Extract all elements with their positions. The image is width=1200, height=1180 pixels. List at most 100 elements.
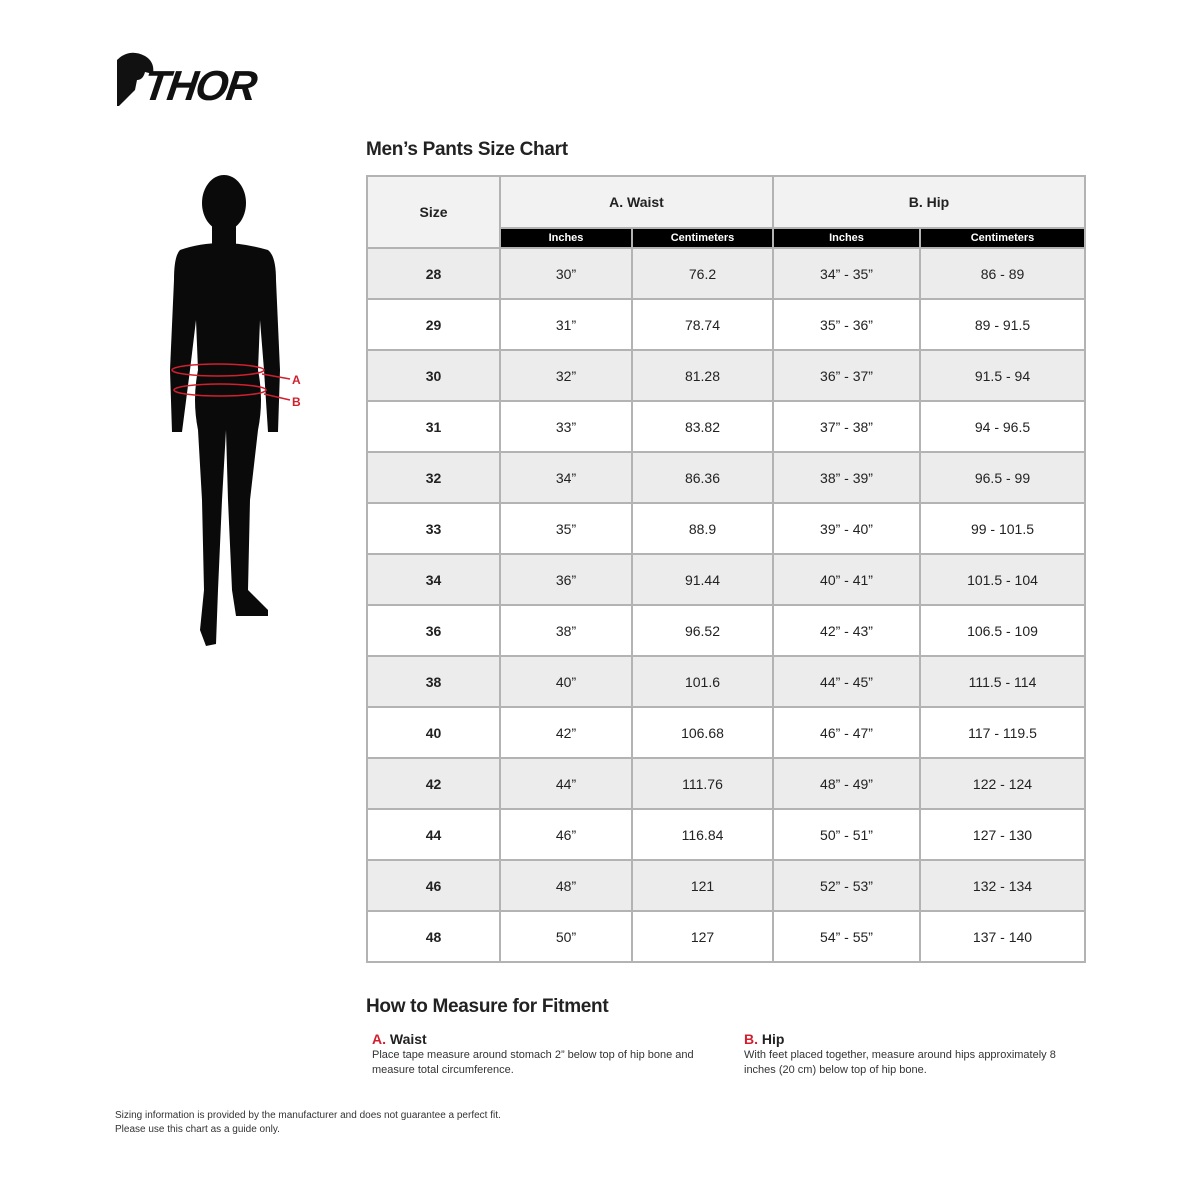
hip-inches-cell: 40” - 41” (772, 553, 921, 606)
waist-inches-cell: 40” (499, 655, 633, 708)
hip-inches-cell: 38” - 39” (772, 451, 921, 504)
waist-cm-cell: 83.82 (631, 400, 774, 453)
header-waist-cm: Centimeters (631, 228, 774, 249)
table-row: 36 38” 96.52 42” - 43” 106.5 - 109 (366, 604, 1086, 657)
header-waist: A. Waist (499, 175, 774, 229)
waist-instructions: A. Waist Place tape measure around stoma… (372, 1032, 712, 1078)
size-cell: 33 (366, 502, 501, 555)
waist-inches-cell: 36” (499, 553, 633, 606)
header-hip-cm: Centimeters (919, 228, 1086, 249)
waist-inches-cell: 32” (499, 349, 633, 402)
disclaimer: Sizing information is provided by the ma… (115, 1109, 501, 1137)
waist-cm-cell: 116.84 (631, 808, 774, 861)
chart-title: Men’s Pants Size Chart (366, 139, 568, 160)
hip-cm-cell: 96.5 - 99 (919, 451, 1086, 504)
table-row: 42 44” 111.76 48” - 49” 122 - 124 (366, 757, 1086, 810)
waist-label: Waist (389, 1031, 427, 1047)
body-silhouette-figure: A B (140, 170, 320, 655)
waist-cm-cell: 76.2 (631, 247, 774, 300)
table-row: 28 30” 76.2 34” - 35” 86 - 89 (366, 247, 1086, 300)
hip-inches-cell: 46” - 47” (772, 706, 921, 759)
waist-inches-cell: 30” (499, 247, 633, 300)
hip-inches-cell: 52” - 53” (772, 859, 921, 912)
header-hip: B. Hip (772, 175, 1086, 229)
hip-instructions: B. Hip With feet placed together, measur… (744, 1032, 1074, 1078)
waist-inches-cell: 42” (499, 706, 633, 759)
hip-inches-cell: 42” - 43” (772, 604, 921, 657)
marker-b: B (292, 395, 301, 409)
size-cell: 44 (366, 808, 501, 861)
hip-cm-cell: 137 - 140 (919, 910, 1086, 963)
hip-cm-cell: 89 - 91.5 (919, 298, 1086, 351)
waist-cm-cell: 78.74 (631, 298, 774, 351)
size-cell: 48 (366, 910, 501, 963)
svg-text:THOR: THOR (141, 62, 261, 108)
waist-cm-cell: 127 (631, 910, 774, 963)
hip-cm-cell: 106.5 - 109 (919, 604, 1086, 657)
size-cell: 29 (366, 298, 501, 351)
disclaimer-line-2: Please use this chart as a guide only. (115, 1124, 280, 1135)
marker-a: A (292, 373, 301, 387)
size-cell: 38 (366, 655, 501, 708)
table-row: 30 32” 81.28 36” - 37” 91.5 - 94 (366, 349, 1086, 402)
hip-cm-cell: 94 - 96.5 (919, 400, 1086, 453)
hip-inches-cell: 35” - 36” (772, 298, 921, 351)
waist-cm-cell: 86.36 (631, 451, 774, 504)
waist-cm-cell: 121 (631, 859, 774, 912)
size-cell: 34 (366, 553, 501, 606)
waist-cm-cell: 88.9 (631, 502, 774, 555)
table-row: 48 50” 127 54” - 55” 137 - 140 (366, 910, 1086, 963)
hip-inches-cell: 37” - 38” (772, 400, 921, 453)
hip-inches-cell: 34” - 35” (772, 247, 921, 300)
size-table: Size A. Waist B. Hip Inches Centimeters … (366, 175, 1086, 963)
disclaimer-line-1: Sizing information is provided by the ma… (115, 1110, 501, 1121)
size-cell: 46 (366, 859, 501, 912)
waist-text: Place tape measure around stomach 2” bel… (372, 1049, 694, 1076)
hip-label: Hip (761, 1031, 785, 1047)
table-row: 29 31” 78.74 35” - 36” 89 - 91.5 (366, 298, 1086, 351)
waist-inches-cell: 34” (499, 451, 633, 504)
waist-inches-cell: 48” (499, 859, 633, 912)
waist-cm-cell: 111.76 (631, 757, 774, 810)
size-cell: 40 (366, 706, 501, 759)
hip-inches-cell: 44” - 45” (772, 655, 921, 708)
table-row: 44 46” 116.84 50” - 51” 127 - 130 (366, 808, 1086, 861)
table-row: 34 36” 91.44 40” - 41” 101.5 - 104 (366, 553, 1086, 606)
waist-inches-cell: 35” (499, 502, 633, 555)
waist-inches-cell: 44” (499, 757, 633, 810)
table-row: 38 40” 101.6 44” - 45” 111.5 - 114 (366, 655, 1086, 708)
header-size: Size (366, 175, 501, 249)
waist-cm-cell: 81.28 (631, 349, 774, 402)
size-cell: 42 (366, 757, 501, 810)
hip-cm-cell: 111.5 - 114 (919, 655, 1086, 708)
waist-inches-cell: 50” (499, 910, 633, 963)
measure-title: How to Measure for Fitment (366, 996, 609, 1017)
hip-inches-cell: 50” - 51” (772, 808, 921, 861)
hip-cm-cell: 99 - 101.5 (919, 502, 1086, 555)
waist-cm-cell: 91.44 (631, 553, 774, 606)
hip-cm-cell: 122 - 124 (919, 757, 1086, 810)
thor-logo: THOR (115, 50, 290, 113)
size-cell: 28 (366, 247, 501, 300)
table-row: 40 42” 106.68 46” - 47” 117 - 119.5 (366, 706, 1086, 759)
size-cell: 31 (366, 400, 501, 453)
hip-cm-cell: 91.5 - 94 (919, 349, 1086, 402)
waist-letter: A. (372, 1031, 386, 1047)
hip-inches-cell: 54” - 55” (772, 910, 921, 963)
hip-cm-cell: 86 - 89 (919, 247, 1086, 300)
hip-inches-cell: 48” - 49” (772, 757, 921, 810)
size-cell: 36 (366, 604, 501, 657)
waist-inches-cell: 33” (499, 400, 633, 453)
waist-inches-cell: 38” (499, 604, 633, 657)
table-row: 33 35” 88.9 39” - 40” 99 - 101.5 (366, 502, 1086, 555)
waist-cm-cell: 101.6 (631, 655, 774, 708)
hip-cm-cell: 101.5 - 104 (919, 553, 1086, 606)
header-waist-inches: Inches (499, 228, 633, 249)
header-hip-inches: Inches (772, 228, 921, 249)
hip-cm-cell: 117 - 119.5 (919, 706, 1086, 759)
hip-cm-cell: 127 - 130 (919, 808, 1086, 861)
hip-text: With feet placed together, measure aroun… (744, 1049, 1056, 1076)
waist-inches-cell: 46” (499, 808, 633, 861)
hip-inches-cell: 36” - 37” (772, 349, 921, 402)
